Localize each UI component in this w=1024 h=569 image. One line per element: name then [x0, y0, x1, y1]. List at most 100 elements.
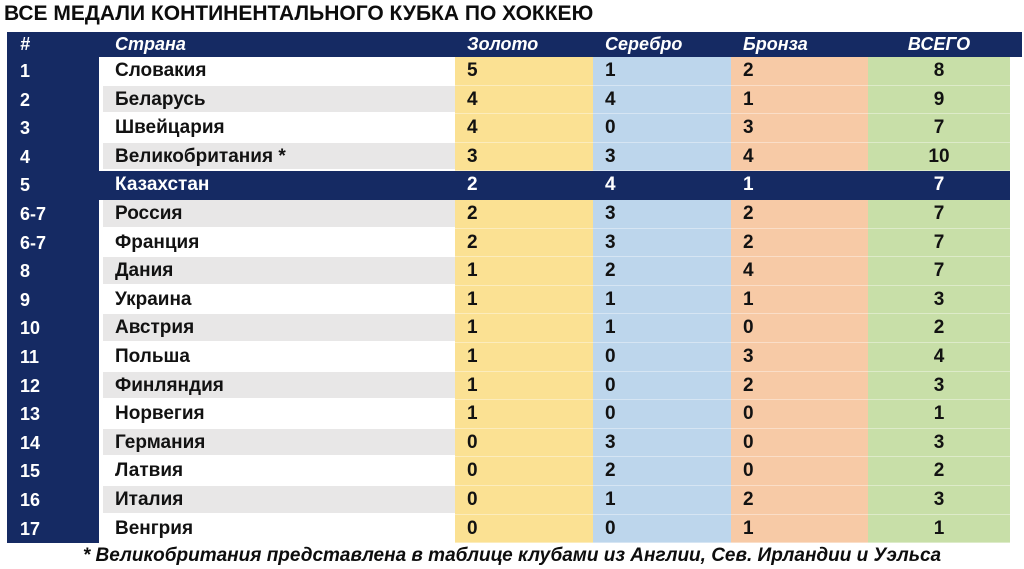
bronze-cell: 0 — [731, 457, 868, 486]
table-row: 12 Финляндия 1 0 2 3 — [7, 371, 1022, 401]
rank-cell: 11 — [7, 342, 99, 372]
silver-cell: 0 — [593, 371, 731, 401]
gold-cell: 0 — [455, 428, 593, 458]
rank-cell: 6-7 — [7, 228, 99, 258]
country-cell: Австрия — [103, 314, 455, 343]
gap-cell — [99, 400, 103, 429]
rank-cell: 2 — [7, 85, 99, 115]
bronze-cell: 1 — [731, 85, 868, 115]
bronze-cell: 2 — [731, 371, 868, 401]
silver-cell: 1 — [593, 57, 731, 86]
gold-cell: 1 — [455, 400, 593, 429]
header-bronze: Бронза — [743, 34, 808, 54]
country-cell: Украина — [103, 285, 455, 315]
table-row: 15 Латвия 0 2 0 2 — [7, 457, 1022, 486]
table-row: 13 Норвегия 1 0 0 1 — [7, 400, 1022, 429]
table-row: 11 Польша 1 0 3 4 — [7, 342, 1022, 372]
table-header-row: # Страна Золото Серебро Бронза ВСЕГО — [7, 32, 1022, 57]
total-cell: 8 — [868, 57, 1010, 86]
medal-table: # Страна Золото Серебро Бронза ВСЕГО 1 Сл… — [7, 32, 1022, 544]
gap-cell — [99, 114, 103, 143]
gap-cell — [99, 257, 103, 286]
gold-cell: 2 — [455, 171, 593, 200]
gold-cell: 3 — [455, 142, 593, 172]
bronze-cell: 1 — [731, 514, 868, 544]
bronze-cell: 3 — [731, 114, 868, 143]
country-cell: Финляндия — [103, 371, 455, 401]
silver-cell: 2 — [593, 257, 731, 286]
gold-cell: 4 — [455, 114, 593, 143]
gap-cell — [99, 57, 103, 86]
page-title: ВСЕ МЕДАЛИ КОНТИНЕНТАЛЬНОГО КУБКА ПО ХОК… — [4, 2, 594, 25]
footnote: * Великобритания представлена в таблице … — [82, 545, 942, 566]
country-cell: Швейцария — [103, 114, 455, 143]
table-row: 10 Австрия 1 1 0 2 — [7, 314, 1022, 343]
total-cell: 7 — [868, 257, 1010, 286]
bronze-cell: 1 — [731, 171, 868, 200]
gold-cell: 1 — [455, 342, 593, 372]
bronze-cell: 0 — [731, 314, 868, 343]
gold-cell: 1 — [455, 371, 593, 401]
rank-cell: 5 — [7, 171, 99, 200]
gap-cell — [99, 228, 103, 258]
total-cell: 3 — [868, 371, 1010, 401]
total-cell: 10 — [868, 142, 1010, 172]
rank-cell: 14 — [7, 428, 99, 458]
silver-cell: 2 — [593, 457, 731, 486]
country-cell: Норвегия — [103, 400, 455, 429]
country-cell: Италия — [103, 485, 455, 515]
gold-cell: 2 — [455, 199, 593, 229]
total-cell: 1 — [868, 514, 1010, 544]
rank-cell: 3 — [7, 114, 99, 143]
country-cell: Россия — [103, 199, 455, 229]
gap-cell — [99, 171, 103, 200]
gap-cell — [99, 485, 103, 515]
country-cell: Беларусь — [103, 85, 455, 115]
table-row: 3 Швейцария 4 0 3 7 — [7, 114, 1022, 143]
rank-cell: 15 — [7, 457, 99, 486]
country-cell: Франция — [103, 228, 455, 258]
table-row: 4 Великобритания * 3 3 4 10 — [7, 142, 1022, 172]
gold-cell: 1 — [455, 314, 593, 343]
gap-cell — [99, 371, 103, 401]
table-row: 9 Украина 1 1 1 3 — [7, 285, 1022, 315]
silver-cell: 3 — [593, 199, 731, 229]
rank-cell: 12 — [7, 371, 99, 401]
rank-cell: 8 — [7, 257, 99, 286]
total-cell: 2 — [868, 457, 1010, 486]
table-row: 2 Беларусь 4 4 1 9 — [7, 85, 1022, 115]
rank-cell: 9 — [7, 285, 99, 315]
total-cell: 7 — [868, 199, 1010, 229]
table-row: 16 Италия 0 1 2 3 — [7, 485, 1022, 515]
total-cell: 1 — [868, 400, 1010, 429]
silver-cell: 0 — [593, 514, 731, 544]
table-row: 6-7 Франция 2 3 2 7 — [7, 228, 1022, 258]
bronze-cell: 4 — [731, 257, 868, 286]
bronze-cell: 0 — [731, 400, 868, 429]
silver-cell: 1 — [593, 485, 731, 515]
country-cell: Венгрия — [103, 514, 455, 544]
gap-cell — [99, 514, 103, 544]
gold-cell: 1 — [455, 285, 593, 315]
silver-cell: 4 — [593, 171, 731, 200]
gold-cell: 2 — [455, 228, 593, 258]
bronze-cell: 1 — [731, 285, 868, 315]
silver-cell: 0 — [593, 342, 731, 372]
bronze-cell: 2 — [731, 199, 868, 229]
total-cell: 2 — [868, 314, 1010, 343]
total-cell: 7 — [868, 228, 1010, 258]
table-row: 6-7 Россия 2 3 2 7 — [7, 199, 1022, 229]
bronze-cell: 3 — [731, 342, 868, 372]
gold-cell: 5 — [455, 57, 593, 86]
bronze-cell: 0 — [731, 428, 868, 458]
total-cell: 7 — [868, 171, 1010, 200]
gap-cell — [99, 342, 103, 372]
country-cell: Дания — [103, 257, 455, 286]
country-cell: Польша — [103, 342, 455, 372]
gap-cell — [99, 142, 103, 172]
table-row: 8 Дания 1 2 4 7 — [7, 257, 1022, 286]
silver-cell: 3 — [593, 142, 731, 172]
total-cell: 3 — [868, 285, 1010, 315]
rank-cell: 4 — [7, 142, 99, 172]
rank-cell: 10 — [7, 314, 99, 343]
